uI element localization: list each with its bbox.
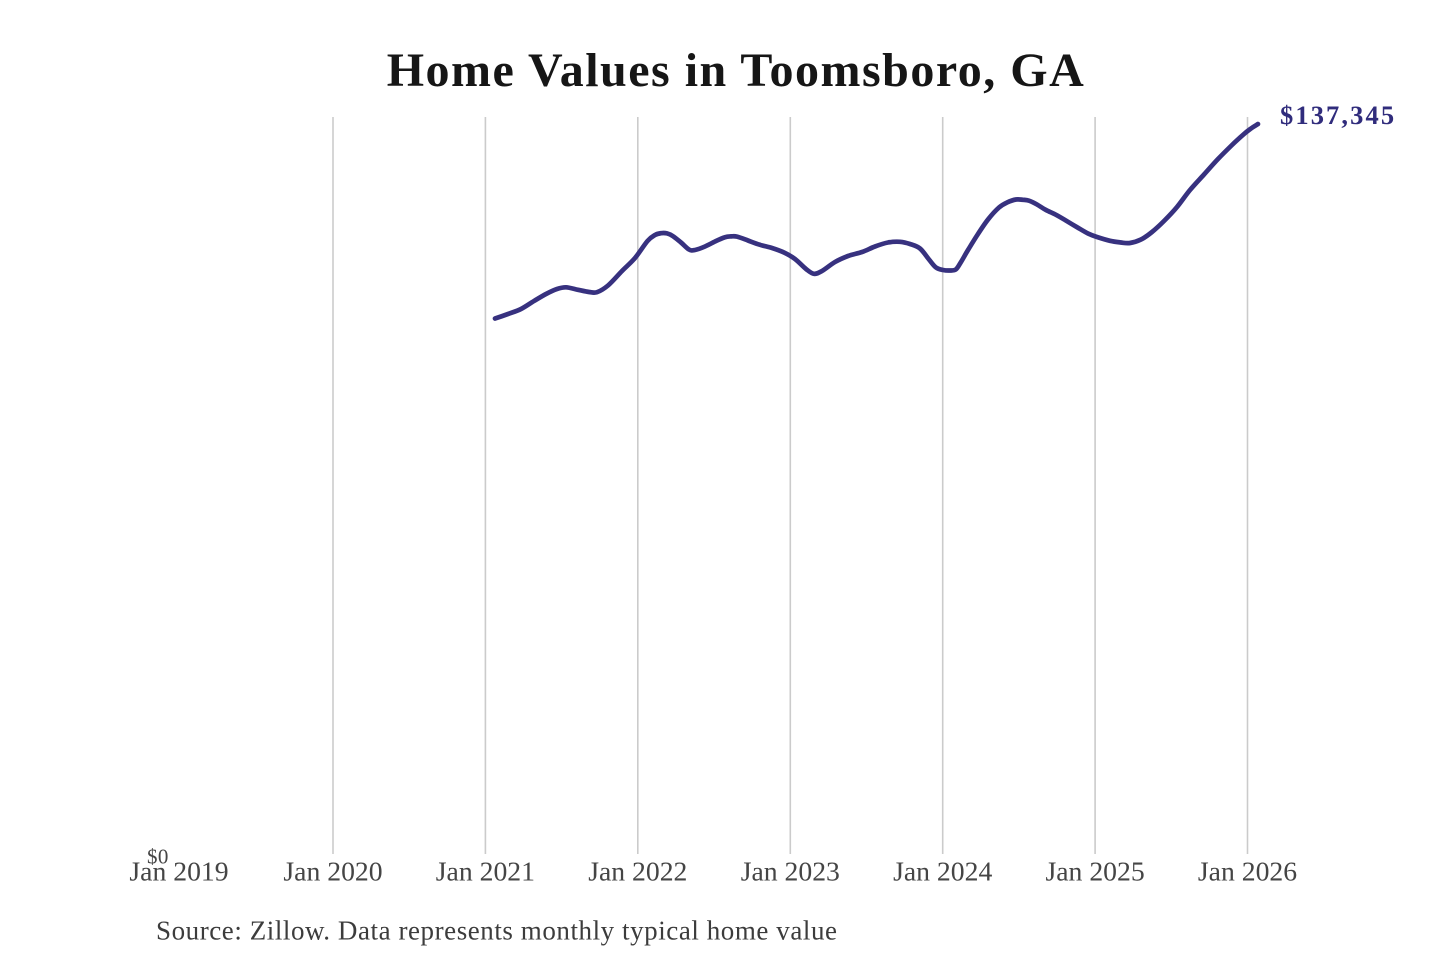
svg-text:Jan 2022: Jan 2022 xyxy=(588,856,687,887)
svg-text:Jan 2025: Jan 2025 xyxy=(1045,856,1144,887)
svg-text:Jan 2019: Jan 2019 xyxy=(129,856,228,887)
svg-text:$137,345: $137,345 xyxy=(1280,100,1396,130)
svg-text:Jan 2020: Jan 2020 xyxy=(283,856,382,887)
svg-text:Home Values in Toomsboro, GA: Home Values in Toomsboro, GA xyxy=(387,44,1086,97)
svg-text:Source: Zillow. Data represent: Source: Zillow. Data represents monthly … xyxy=(156,916,838,946)
svg-text:Jan 2021: Jan 2021 xyxy=(436,856,535,887)
svg-text:$0: $0 xyxy=(147,845,169,869)
svg-text:Jan 2023: Jan 2023 xyxy=(741,856,840,887)
svg-text:Jan 2024: Jan 2024 xyxy=(893,856,992,887)
svg-text:Jan 2026: Jan 2026 xyxy=(1198,856,1297,887)
